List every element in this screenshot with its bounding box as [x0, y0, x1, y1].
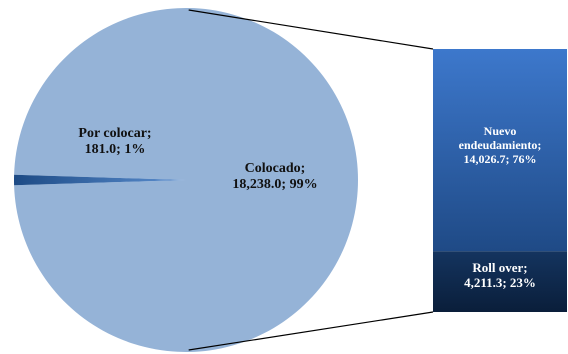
data-label-por-colocar: Por colocar; 181.0; 1% [78, 126, 152, 158]
data-label-nuevo-endeudamiento: Nuevo endeudamiento; 14,026.7; 76% [458, 124, 542, 166]
connector-line-top [188, 9, 434, 50]
bar-segment-nuevo-endeudamiento [433, 49, 567, 252]
connector-line-bottom [188, 311, 434, 351]
pie-slice-colocado [14, 7, 358, 352]
bar-segment-roll-over [433, 251, 567, 312]
pie-slice-por-colocar [14, 174, 187, 186]
data-label-colocado: Colocado; 18,238.0; 99% [232, 161, 318, 193]
data-label-roll-over: Roll over; 4,211.3; 23% [464, 260, 536, 290]
